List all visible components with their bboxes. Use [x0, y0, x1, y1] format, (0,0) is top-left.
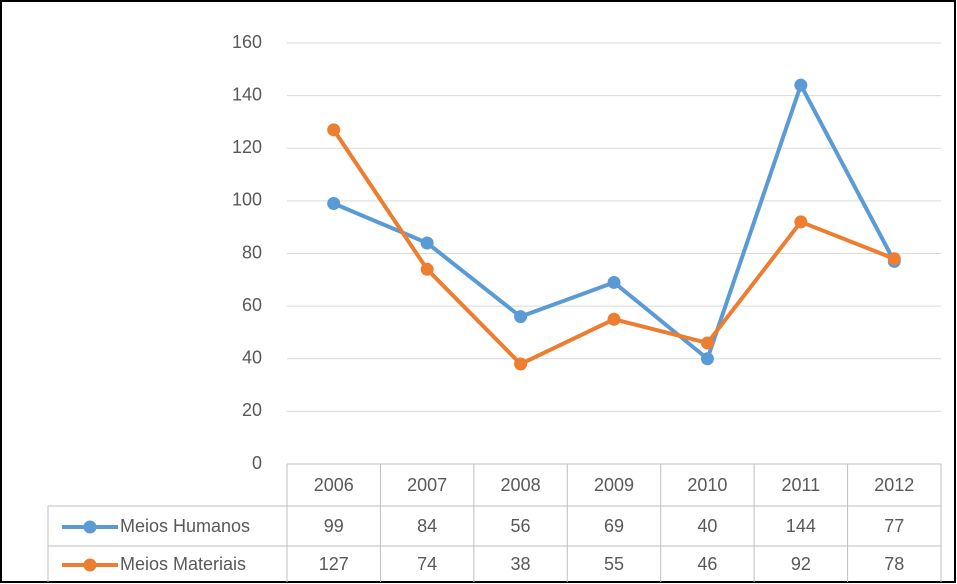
x-tick-label: 2012 [874, 475, 914, 495]
table-value: 99 [324, 516, 344, 536]
legend-label: Meios Humanos [120, 516, 250, 536]
y-tick-label: 140 [232, 84, 262, 104]
legend-key-dot [83, 558, 97, 572]
point [607, 312, 621, 326]
x-tick-label: 2009 [594, 475, 634, 495]
point [514, 357, 528, 371]
table-value: 84 [417, 516, 437, 536]
point [794, 215, 808, 229]
point [887, 252, 901, 266]
table-value: 56 [511, 516, 531, 536]
point [514, 310, 528, 324]
point [794, 78, 808, 92]
y-tick-label: 120 [232, 137, 262, 157]
y-tick-label: 100 [232, 190, 262, 210]
x-tick-label: 2010 [687, 475, 727, 495]
table-value: 55 [604, 554, 624, 574]
x-tick-label: 2008 [501, 475, 541, 495]
y-tick-label: 20 [242, 400, 262, 420]
point [327, 197, 341, 211]
table-value: 38 [511, 554, 531, 574]
y-tick-label: 60 [242, 295, 262, 315]
point [420, 262, 434, 276]
table-value: 144 [786, 516, 816, 536]
x-tick-label: 2011 [781, 475, 820, 495]
table-value: 78 [884, 554, 904, 574]
legend-label: Meios Materiais [120, 554, 246, 574]
point [700, 352, 714, 366]
x-tick-label: 2006 [314, 475, 354, 495]
table-value: 77 [884, 516, 904, 536]
point [420, 236, 434, 250]
point [700, 336, 714, 350]
table-value: 92 [791, 554, 811, 574]
table-value: 127 [319, 554, 349, 574]
table-value: 46 [697, 554, 717, 574]
point [327, 123, 341, 137]
point [607, 275, 621, 289]
x-tick-label: 2007 [407, 475, 447, 495]
y-tick-label: 40 [242, 348, 262, 368]
y-tick-label: 160 [232, 32, 262, 52]
table-value: 69 [604, 516, 624, 536]
table-value: 74 [417, 554, 437, 574]
legend-key-dot [83, 520, 97, 534]
y-tick-label: 80 [242, 242, 262, 262]
y-tick-label: 0 [252, 453, 262, 473]
table-value: 40 [697, 516, 717, 536]
